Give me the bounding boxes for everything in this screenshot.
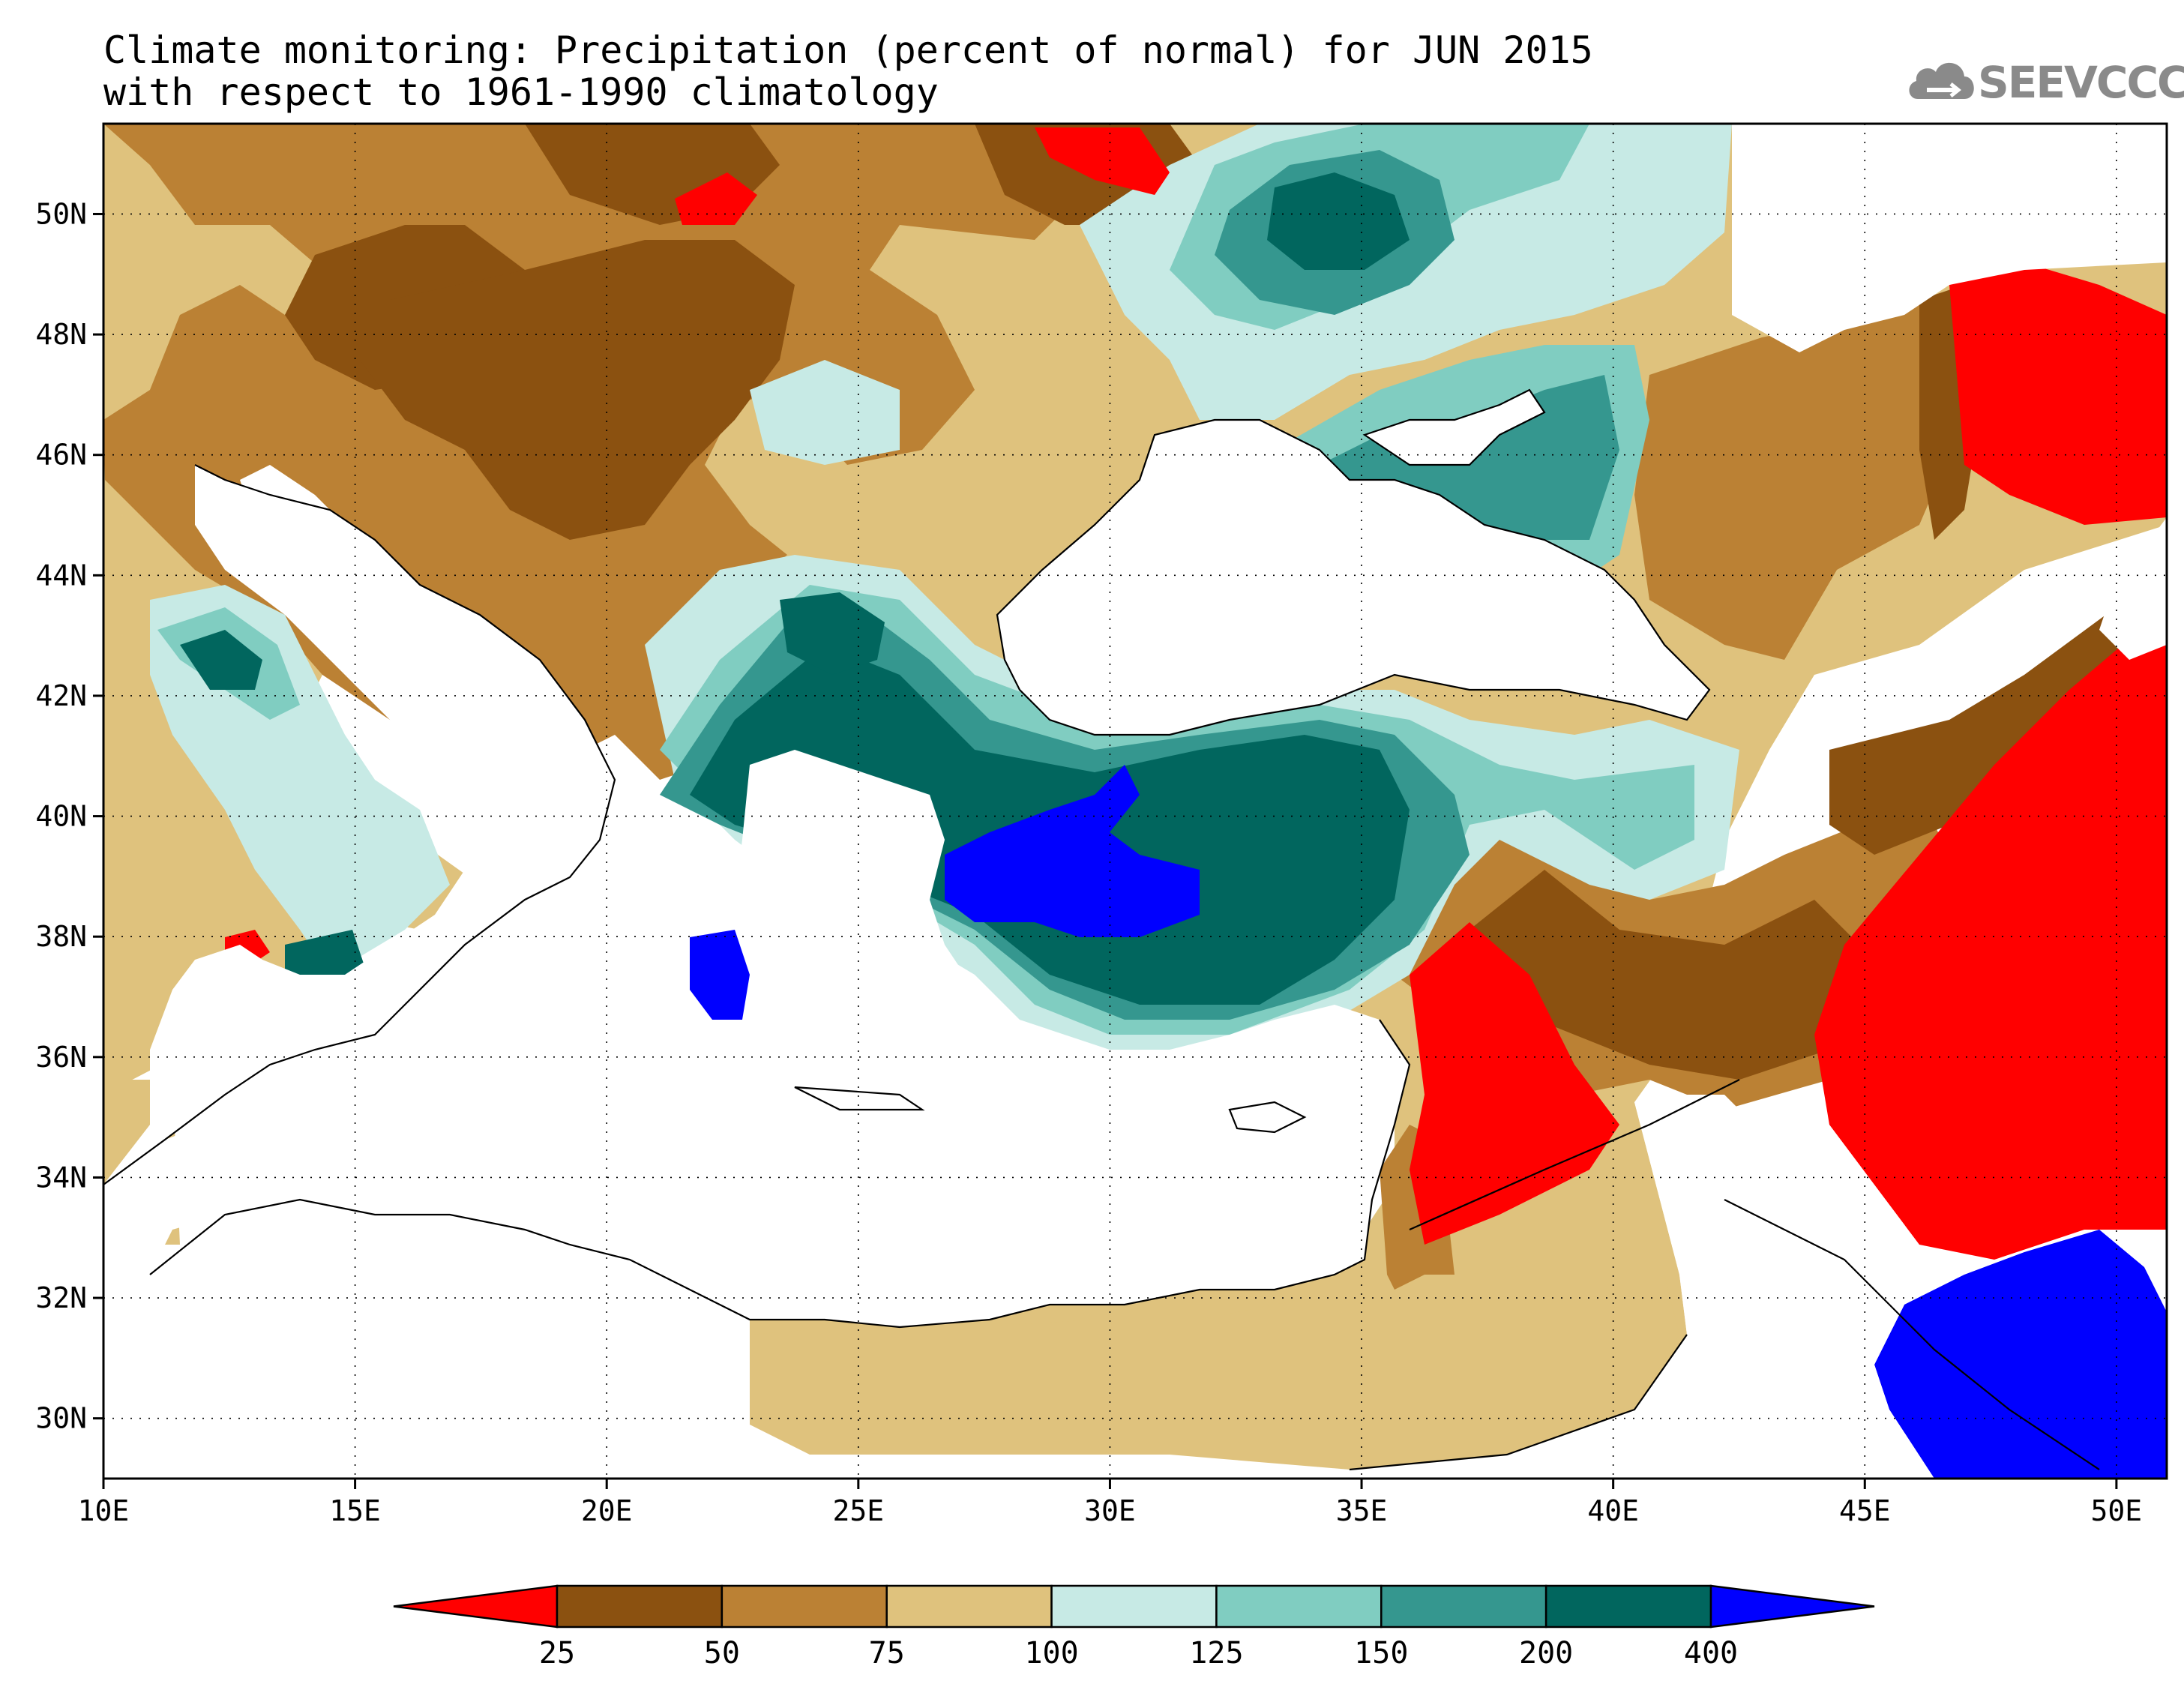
coastlines	[103, 388, 2100, 1471]
north-africa-blank	[103, 1095, 1934, 1479]
lat-tick-label: 30N	[35, 1402, 87, 1435]
lat-tick-label: 50N	[35, 197, 87, 230]
field-dark-brown-caucasus	[1829, 570, 2167, 855]
black-sea	[997, 420, 1709, 735]
mediterranean-sea	[103, 465, 615, 1185]
lat-tick-label: 38N	[35, 920, 87, 953]
lon-tick-label: 25E	[833, 1494, 885, 1527]
azov-crimea	[1365, 390, 1544, 465]
lon-tick-label: 30E	[1084, 1494, 1136, 1527]
colorbar-label: 200	[1519, 1636, 1573, 1671]
mediterranean-east	[103, 1005, 1410, 1327]
field-blue-greece	[690, 930, 750, 1020]
field-red-belarus	[1035, 127, 1170, 195]
colorbar-label: 400	[1684, 1636, 1738, 1671]
seevccc-logo: SEEVCCC	[1904, 46, 2184, 114]
lon-tick-label: 10E	[78, 1494, 130, 1527]
colorbar-label: 150	[1354, 1636, 1408, 1671]
field-brown-east	[1634, 300, 1964, 660]
map-grid	[103, 124, 2167, 1479]
map-frame	[102, 122, 2168, 1480]
colorbar-label: 125	[1189, 1636, 1243, 1671]
lat-tick-label: 46N	[35, 439, 87, 472]
colorbar-swatch	[721, 1584, 888, 1629]
lat-tick-label: 40N	[35, 800, 87, 833]
sinai-tan	[750, 1230, 1679, 1470]
field-dark-brown-danube	[360, 240, 795, 540]
axis-ticks: 10E 15E 20E 25E 30E 35E 40E 45E 50E 30N 32N 34N 36N 3…	[35, 197, 2143, 1527]
lon-tick-label: 35E	[1336, 1494, 1388, 1527]
lat-tick-label: 32N	[35, 1281, 87, 1314]
colorbar-label: 75	[869, 1636, 905, 1671]
colorbar-swatch	[1544, 1584, 1712, 1629]
field-dark-brown-iraq	[1469, 870, 1859, 1080]
field-darkest-teal-ukraine	[1267, 172, 1410, 270]
colorbar: 25 50 75 100 125 150 200 400	[393, 1584, 1875, 1671]
adriatic-sea	[240, 465, 600, 825]
field-red-poland	[675, 172, 757, 225]
colorbar-swatch	[1215, 1584, 1383, 1629]
colorbar-low-arrow	[393, 1584, 559, 1629]
colorbar-swatch	[885, 1584, 1053, 1629]
lon-tick-label: 20E	[581, 1494, 633, 1527]
colorbar-swatch	[1380, 1584, 1547, 1629]
lat-tick-label: 34N	[35, 1161, 87, 1194]
lon-tick-label: 40E	[1587, 1494, 1639, 1527]
lat-tick-label: 48N	[35, 318, 87, 351]
lon-tick-label: 45E	[1839, 1494, 1891, 1527]
map-title: Climate monitoring: Precipitation (perce…	[103, 28, 1593, 72]
lat-tick-label: 44N	[35, 559, 87, 592]
field-red-east	[1814, 607, 2167, 1260]
lat-tick-label: 36N	[35, 1041, 87, 1074]
field-blue-turkey	[945, 765, 1200, 937]
lon-tick-label: 50E	[2091, 1494, 2143, 1527]
field-darkest-teal-bulgaria	[780, 592, 885, 675]
colorbar-label: 25	[539, 1636, 575, 1671]
colorbar-swatch	[1050, 1584, 1218, 1629]
levant-coast-strip	[1687, 1095, 1844, 1215]
colorbar-label: 100	[1024, 1636, 1078, 1671]
cloud-icon	[1909, 62, 1974, 99]
colorbar-swatch	[556, 1584, 724, 1629]
lat-tick-label: 42N	[35, 679, 87, 712]
logo-text: SEEVCCC	[1978, 57, 2184, 108]
colorbar-high-arrow	[1709, 1584, 1875, 1629]
field-darkest-teal-italy	[180, 630, 262, 690]
colorbar-label: 50	[704, 1636, 740, 1671]
field-red-caspian	[1949, 262, 2167, 525]
precipitation-field	[103, 124, 2167, 1479]
field-blue-iraq	[1874, 1230, 2167, 1479]
aegean-sea	[735, 750, 975, 1050]
map-subtitle: with respect to 1961-1990 climatology	[103, 70, 939, 114]
caspian-sea	[2099, 517, 2167, 660]
field-light-teal-romania	[750, 360, 900, 465]
turkey-east-blank	[1732, 124, 2167, 352]
lon-tick-label: 15E	[329, 1494, 381, 1527]
field-red-syria	[1410, 922, 1619, 1245]
